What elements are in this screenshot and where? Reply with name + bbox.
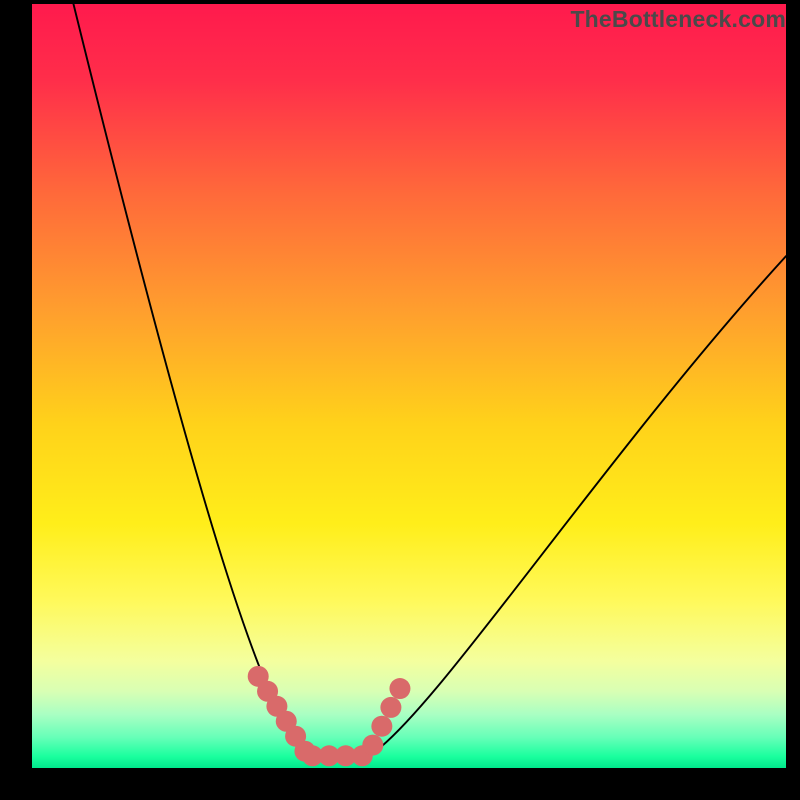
watermark-text: TheBottleneck.com: [570, 6, 786, 33]
chart-container: TheBottleneck.com: [0, 0, 800, 800]
gradient-background: [32, 4, 786, 768]
